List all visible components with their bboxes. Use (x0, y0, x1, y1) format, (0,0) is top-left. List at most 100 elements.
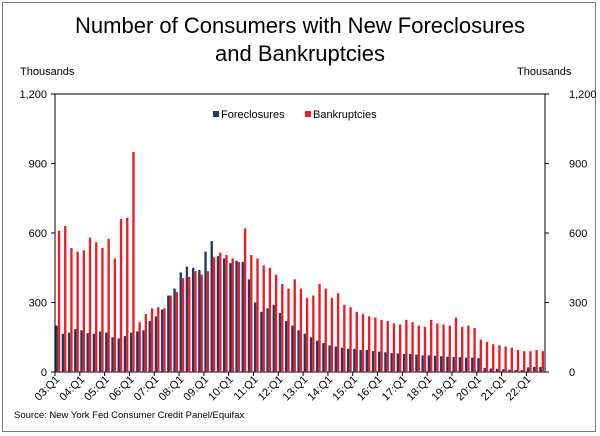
bar-bankruptcies (405, 319, 408, 372)
legend-swatch-foreclosures (213, 111, 219, 117)
x-tick-label: 19:Q1 (430, 374, 460, 404)
y-tick-label-right: 300 (569, 298, 587, 310)
bar-foreclosures (508, 369, 511, 372)
x-tick-label: 03:Q1 (33, 374, 63, 404)
bar-foreclosures (415, 354, 418, 372)
bar-bankruptcies (188, 277, 191, 372)
bar-foreclosures (154, 316, 158, 372)
bar-bankruptcies (529, 351, 532, 372)
bar-foreclosures (384, 352, 387, 372)
x-tick-label: 06:Q1 (107, 374, 137, 404)
bar-bankruptcies (398, 324, 402, 372)
bar-foreclosures (365, 349, 368, 372)
bar-bankruptcies (243, 228, 247, 372)
bar-foreclosures (191, 267, 195, 372)
legend-label-foreclosures: Foreclosures (221, 109, 285, 121)
bar-bankruptcies (367, 316, 371, 372)
bar-bankruptcies (126, 217, 129, 372)
bar-foreclosures (303, 333, 306, 372)
bar-bankruptcies (392, 323, 396, 372)
bar-bankruptcies (312, 295, 315, 372)
bar-foreclosures (322, 343, 325, 372)
bar-bankruptcies (268, 267, 272, 372)
bar-bankruptcies (516, 349, 520, 372)
x-tick-label: 09:Q1 (181, 374, 211, 404)
bar-foreclosures (390, 353, 393, 372)
bar-foreclosures (353, 348, 356, 372)
bar-bankruptcies (324, 288, 327, 372)
bar-foreclosures (167, 295, 170, 372)
bar-bankruptcies (175, 292, 179, 372)
bar-foreclosures (235, 260, 238, 372)
x-tick-label: 10:Q1 (206, 374, 236, 404)
bar-foreclosures (247, 279, 251, 372)
bar-bankruptcies (274, 274, 278, 372)
bar-foreclosures (142, 330, 145, 372)
bar-foreclosures (446, 356, 449, 372)
bar-bankruptcies (442, 324, 445, 372)
bar-foreclosures (378, 351, 381, 372)
bar-bankruptcies (231, 258, 234, 372)
bar-foreclosures (464, 357, 468, 372)
bar-bankruptcies (349, 307, 352, 372)
bar-bankruptcies (318, 283, 321, 372)
x-tick-label: 04:Q1 (57, 374, 87, 404)
bar-foreclosures (495, 368, 499, 372)
x-tick-label: 11:Q1 (232, 374, 261, 403)
bar-foreclosures (297, 330, 300, 372)
bar-bankruptcies (200, 274, 203, 372)
bar-foreclosures (80, 330, 83, 372)
bar-foreclosures (253, 302, 257, 372)
bar-foreclosures (514, 369, 517, 372)
bar-bankruptcies (150, 308, 154, 372)
bar-bankruptcies (194, 271, 197, 372)
bar-bankruptcies (436, 323, 439, 372)
right-axis-unit-label: Thousands (517, 66, 572, 78)
bar-foreclosures (539, 366, 542, 372)
bar-bankruptcies (473, 327, 476, 372)
bar-foreclosures (185, 266, 189, 372)
x-tick-label: 16:Q1 (355, 374, 385, 404)
x-tick-label: 21:Q1 (479, 374, 509, 404)
bar-foreclosures (291, 325, 294, 372)
bar-foreclosures (210, 241, 213, 372)
bar-bankruptcies (336, 293, 340, 372)
bar-bankruptcies (76, 251, 79, 372)
bar-foreclosures (272, 304, 275, 372)
bar-foreclosures (123, 336, 127, 372)
bar-foreclosures (334, 346, 337, 372)
bar-bankruptcies (237, 261, 241, 372)
bar-foreclosures (371, 351, 375, 372)
bar-foreclosures (179, 272, 182, 372)
bar-foreclosures (359, 349, 362, 372)
bar-foreclosures (198, 270, 201, 372)
bar-bankruptcies (454, 317, 458, 372)
x-tick-label: 08:Q1 (157, 374, 187, 404)
bar-foreclosures (409, 353, 412, 372)
bar-foreclosures (92, 333, 96, 372)
bar-foreclosures (160, 309, 164, 372)
bar-bankruptcies (411, 322, 414, 372)
bar-foreclosures (309, 337, 313, 372)
bar-bankruptcies (219, 252, 222, 372)
bar-bankruptcies (374, 317, 377, 372)
chart-title: Number of Consumers with New Foreclosure… (0, 12, 600, 68)
y-tick-label-right: 600 (569, 228, 587, 240)
bar-bankruptcies (82, 250, 86, 372)
bar-bankruptcies (492, 344, 495, 372)
bar-bankruptcies (355, 311, 358, 372)
bar-bankruptcies (541, 351, 545, 372)
left-axis-unit-label: Thousands (20, 66, 75, 78)
bar-foreclosures (477, 358, 480, 372)
bar-bankruptcies (64, 226, 67, 372)
bar-foreclosures (483, 367, 486, 372)
bar-foreclosures (328, 345, 331, 372)
bar-bankruptcies (225, 255, 228, 372)
x-tick-label: 12:Q1 (256, 374, 286, 404)
bar-bankruptcies (361, 314, 365, 372)
x-tick-label: 14:Q1 (305, 374, 335, 404)
bar-foreclosures (222, 258, 226, 372)
bar-foreclosures (266, 308, 269, 372)
x-tick-label: 15:Q1 (330, 374, 360, 404)
bar-foreclosures (520, 370, 524, 372)
